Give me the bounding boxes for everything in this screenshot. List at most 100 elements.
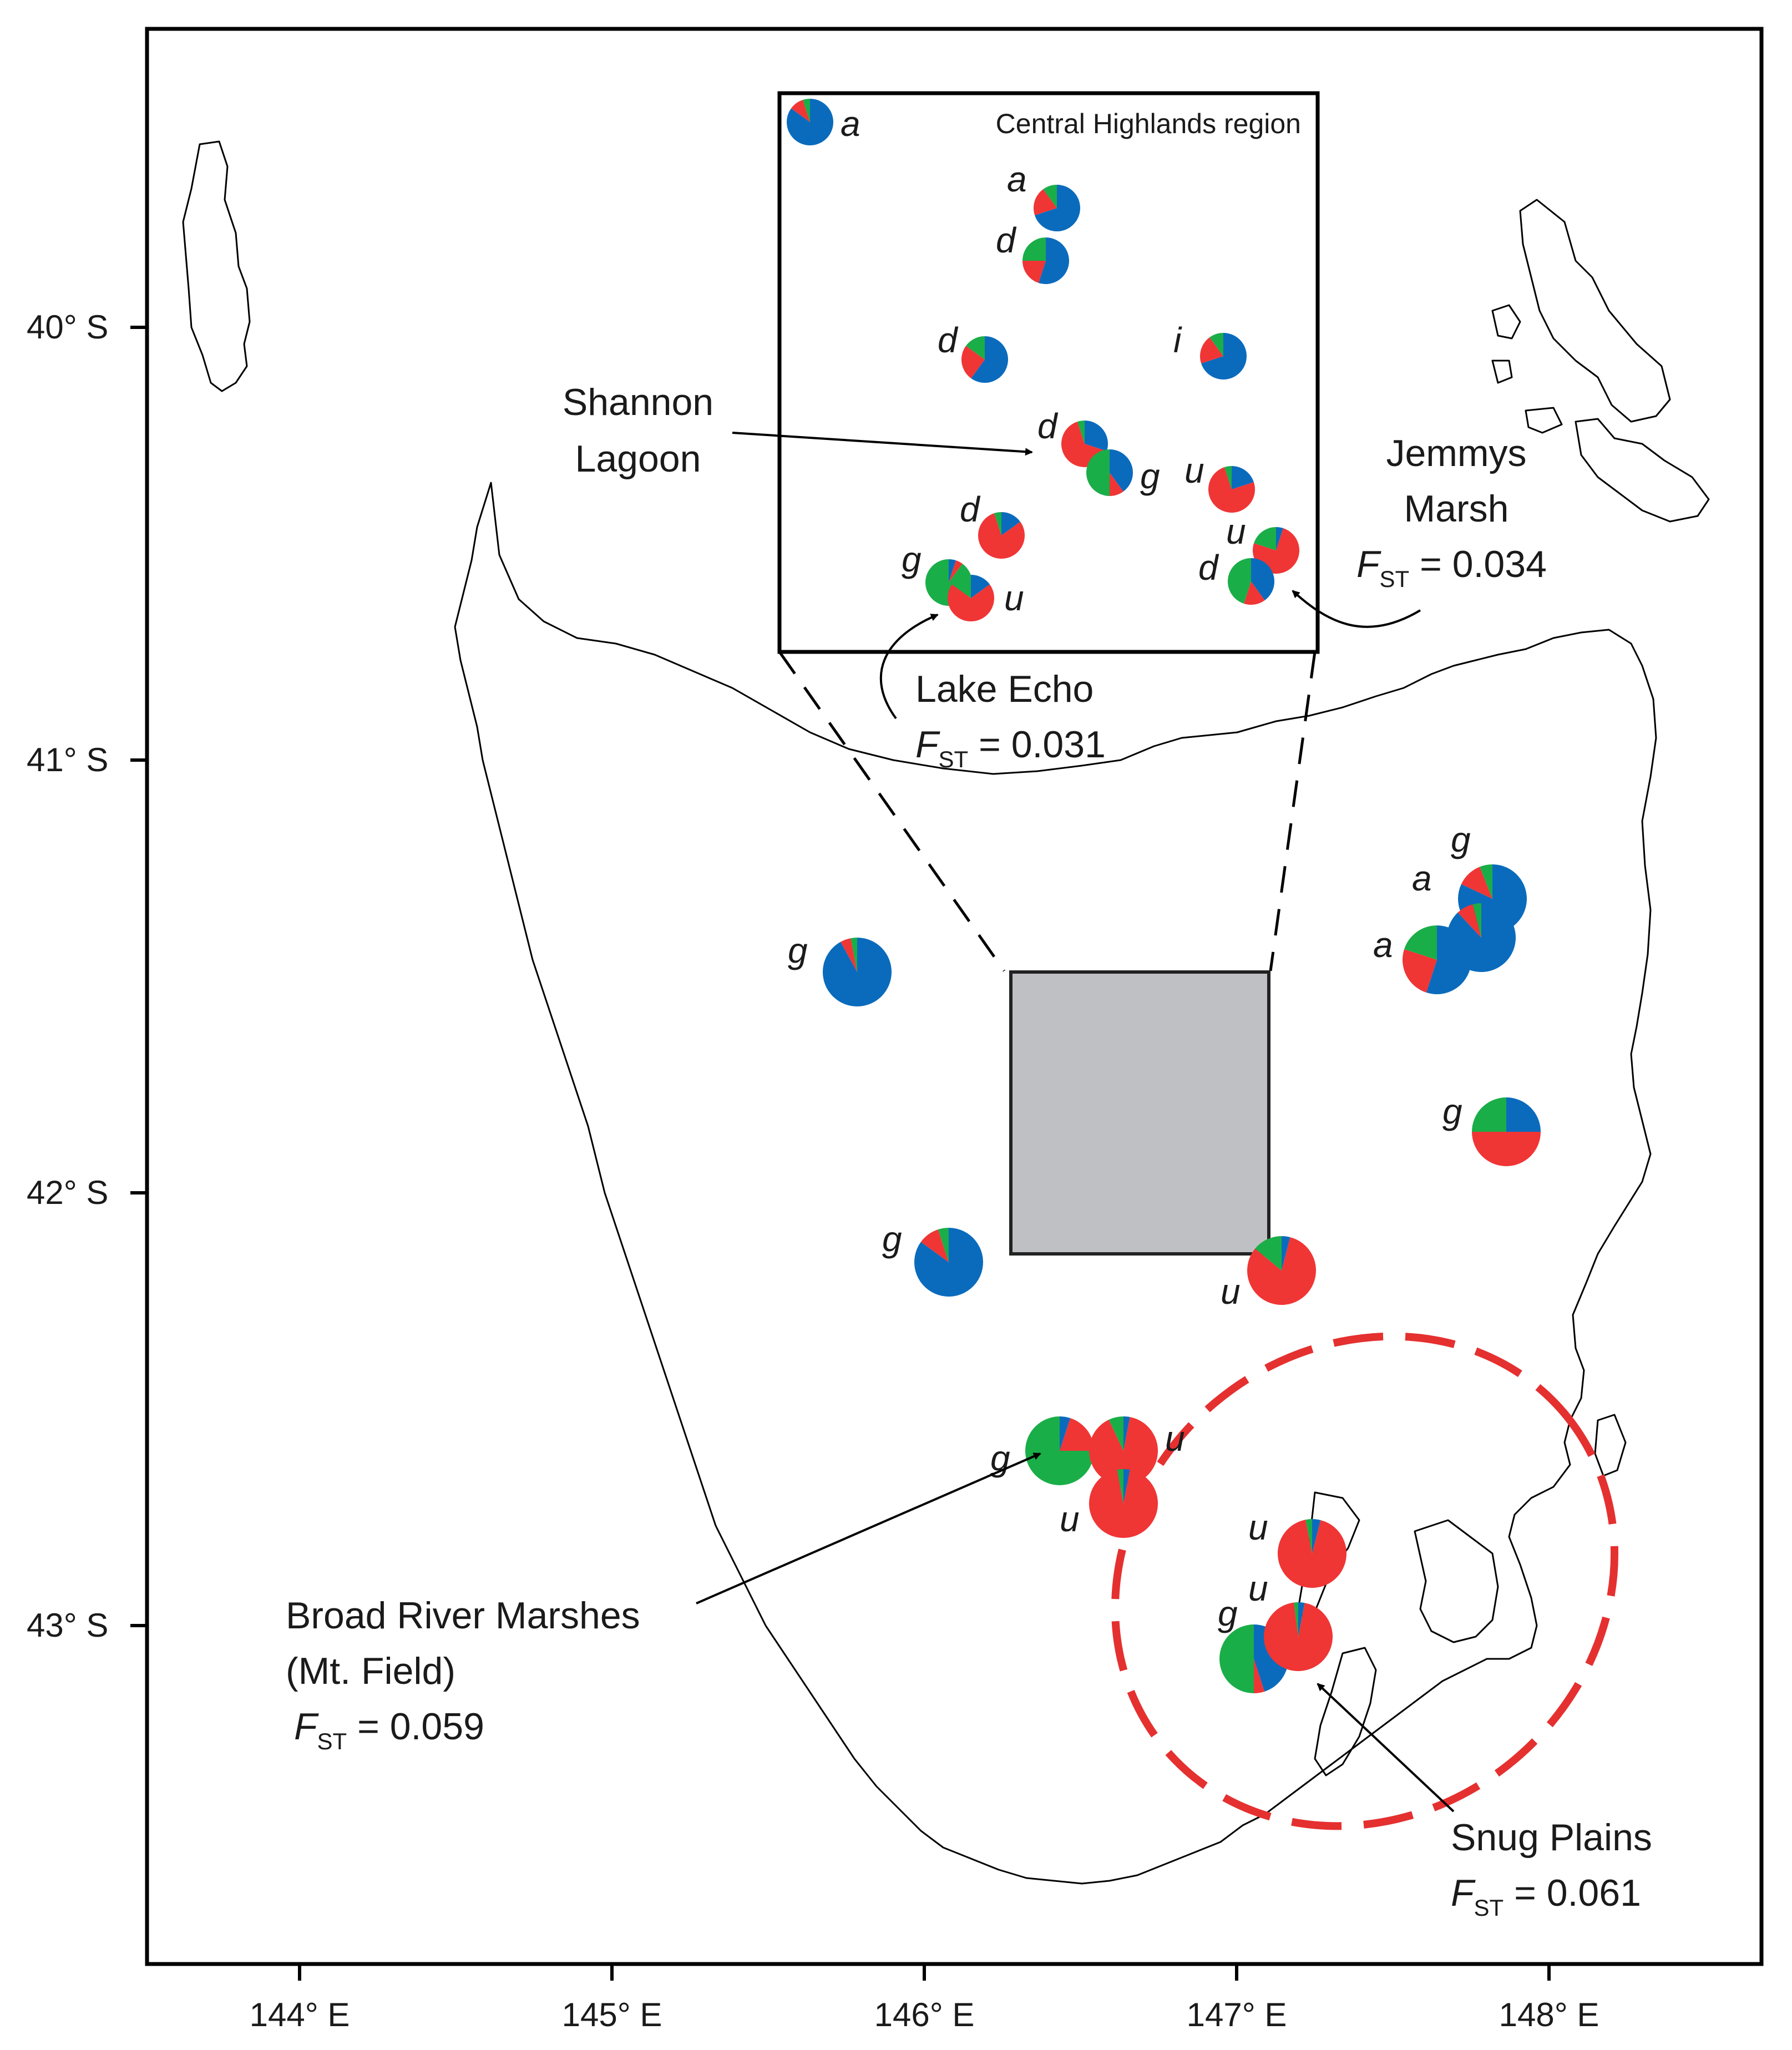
pie-slice-green [851,938,857,972]
site-code-label: a [1373,925,1393,965]
population-pie-main [822,938,892,1006]
pie-slice-blue [822,938,892,1006]
svg-text:FST = 0.031: FST = 0.031 [915,723,1106,772]
pie-slice-green [1086,449,1110,496]
callout-jemmys: Jemmys Marsh FST = 0.034 [1356,432,1547,592]
population-pie-main [1264,1602,1333,1671]
pie-slice-blue [1312,1519,1321,1553]
pie-slice-green [1043,185,1057,208]
snug-arrow [1317,1683,1455,1813]
flinders-island-coastline [1491,199,1710,523]
pie-slice-blue [1201,333,1247,379]
inset-guide-left [778,651,1006,972]
pie-slice-green [1254,527,1276,550]
site-code-label: g [882,1219,902,1259]
site-code-label: a [1007,159,1027,199]
pie-slice-green [1209,333,1223,356]
svg-text:Lake Echo: Lake Echo [915,668,1094,710]
population-pie-inset [1086,449,1133,496]
pie-slice-red [791,100,810,122]
site-code-label: u [1165,1419,1185,1459]
population-pie-main [1089,1469,1158,1538]
callout-broad-river: Broad River Marshes (Mt. Field) FST = 0.… [286,1595,640,1754]
pie-slice-blue [1085,421,1108,451]
tasmania-coastline [454,482,1657,1885]
pie-slice-blue [971,336,1008,383]
svg-text:(Mt. Field): (Mt. Field) [286,1650,455,1692]
population-pie-inset [1208,466,1255,513]
population-pie-inset [1033,185,1080,231]
pie-slice-green [1480,864,1492,899]
population-pie-inset [1253,527,1300,574]
latitude-axis: 40° S 41° S 42° S 43° S [27,308,147,1644]
pie-slice-green [1224,466,1232,489]
site-code-label: u [1226,512,1246,551]
site-code-label: a [841,104,860,144]
svg-text:FST = 0.034: FST = 0.034 [1356,543,1547,592]
pie-slice-green [1472,903,1481,938]
site-code-label: u [1248,1507,1268,1547]
population-pie-inset [948,575,995,621]
pie-slice-blue [1039,237,1069,284]
site-code-label: u [1184,451,1204,490]
population-pie-main [1278,1519,1346,1588]
site-code-label: a [1412,858,1432,898]
site-code-label: d [938,320,959,360]
pie-slice-green [1025,1416,1094,1485]
pie-slice-red [1278,1520,1346,1588]
pie-slice-blue [1001,512,1020,535]
pie-slice-blue [971,575,990,598]
pie-slice-blue [1251,558,1274,600]
pie-slice-green [1472,1097,1506,1132]
site-code-label: u [1060,1499,1080,1539]
pie-slice-red [1089,1417,1158,1485]
pie-slice-red [1033,189,1057,215]
site-code-label: g [1442,1091,1462,1131]
pie-slice-red [1457,904,1481,938]
svg-text:Lagoon: Lagoon [575,438,701,480]
pie-slice-blue [1123,1469,1130,1504]
broad-river-arrow [696,1452,1041,1604]
population-pie-inset [787,99,833,145]
central-highlands-locator [1009,970,1270,1256]
svg-text:Jemmys: Jemmys [1386,432,1526,474]
pie-slice-red [961,346,985,378]
pie-slice-red [978,513,1025,559]
pie-slice-red [1110,473,1123,496]
pie-slice-green [803,99,810,122]
svg-text:Snug Plains: Snug Plains [1451,1816,1652,1859]
pie-slice-red [841,938,857,972]
population-pie-inset [961,336,1008,383]
site-code-label: d [1037,406,1059,446]
shannon-arrow [732,432,1033,456]
pie-slice-blue [1282,1236,1290,1271]
y-tick-label: 41° S [27,741,108,778]
population-pie-inset [1022,237,1069,284]
x-tick-label: 147° E [1187,1996,1287,2033]
pie-slice-green [1117,1469,1123,1504]
population-pie-main [1472,1097,1541,1166]
inset-title: Central Highlands region [996,108,1301,139]
site-code-label: g [788,930,808,970]
site-code-label: u [1004,578,1024,618]
pie-slice-red [1254,1659,1265,1693]
pie-slice-green [994,512,1001,535]
pie-slice-blue [1506,1097,1541,1132]
pie-slice-red [1247,1237,1316,1305]
pie-slice-red [1060,1418,1094,1451]
pie-slice-blue [1110,449,1133,492]
pie-slice-blue [1123,1416,1130,1451]
pie-slice-red [949,560,963,583]
pie-slice-blue [1426,925,1471,995]
site-code-label: g [1140,456,1160,496]
pie-slice-green [1404,925,1437,960]
pie-slice-green [1305,1519,1312,1553]
pie-slice-red [1403,949,1437,993]
pie-slice-green [938,1228,949,1262]
pie-slice-red [1200,337,1223,363]
pie-slice-blue [1298,1602,1305,1637]
population-pie-main [1089,1416,1158,1485]
tasman-peninsula-coastline [1414,1519,1499,1643]
